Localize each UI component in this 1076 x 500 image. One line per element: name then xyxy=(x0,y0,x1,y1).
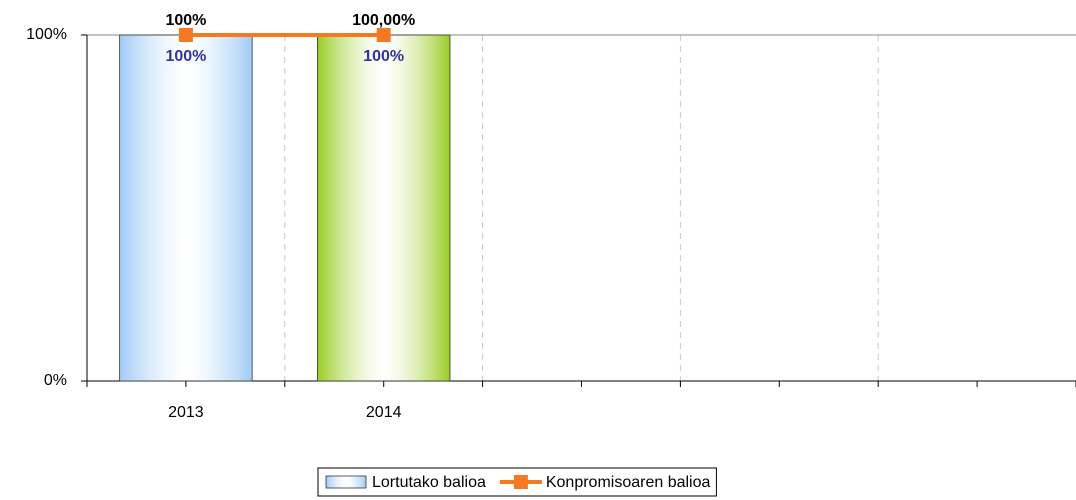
line-value-label: 100,00% xyxy=(352,12,415,29)
bar xyxy=(317,34,451,382)
bar-value-label: 100% xyxy=(363,48,404,65)
legend-swatch xyxy=(325,475,367,489)
x-tick-label: 2013 xyxy=(168,404,204,421)
legend-label: Konpromisoaren balioa xyxy=(546,474,711,491)
bar xyxy=(119,34,253,382)
line-marker xyxy=(376,28,391,42)
line-value-label: 100% xyxy=(165,12,206,29)
x-tick-label: 2014 xyxy=(366,404,402,421)
bar-value-label: 100% xyxy=(165,48,206,65)
legend: Lortutako balioa Konpromisoaren balioa xyxy=(317,467,717,497)
line-marker xyxy=(178,28,193,42)
y-tick-label: 0% xyxy=(44,372,67,389)
legend-swatch-marker xyxy=(513,475,528,489)
legend-label: Lortutako balioa xyxy=(372,474,486,491)
y-tick-label: 100% xyxy=(26,26,67,43)
